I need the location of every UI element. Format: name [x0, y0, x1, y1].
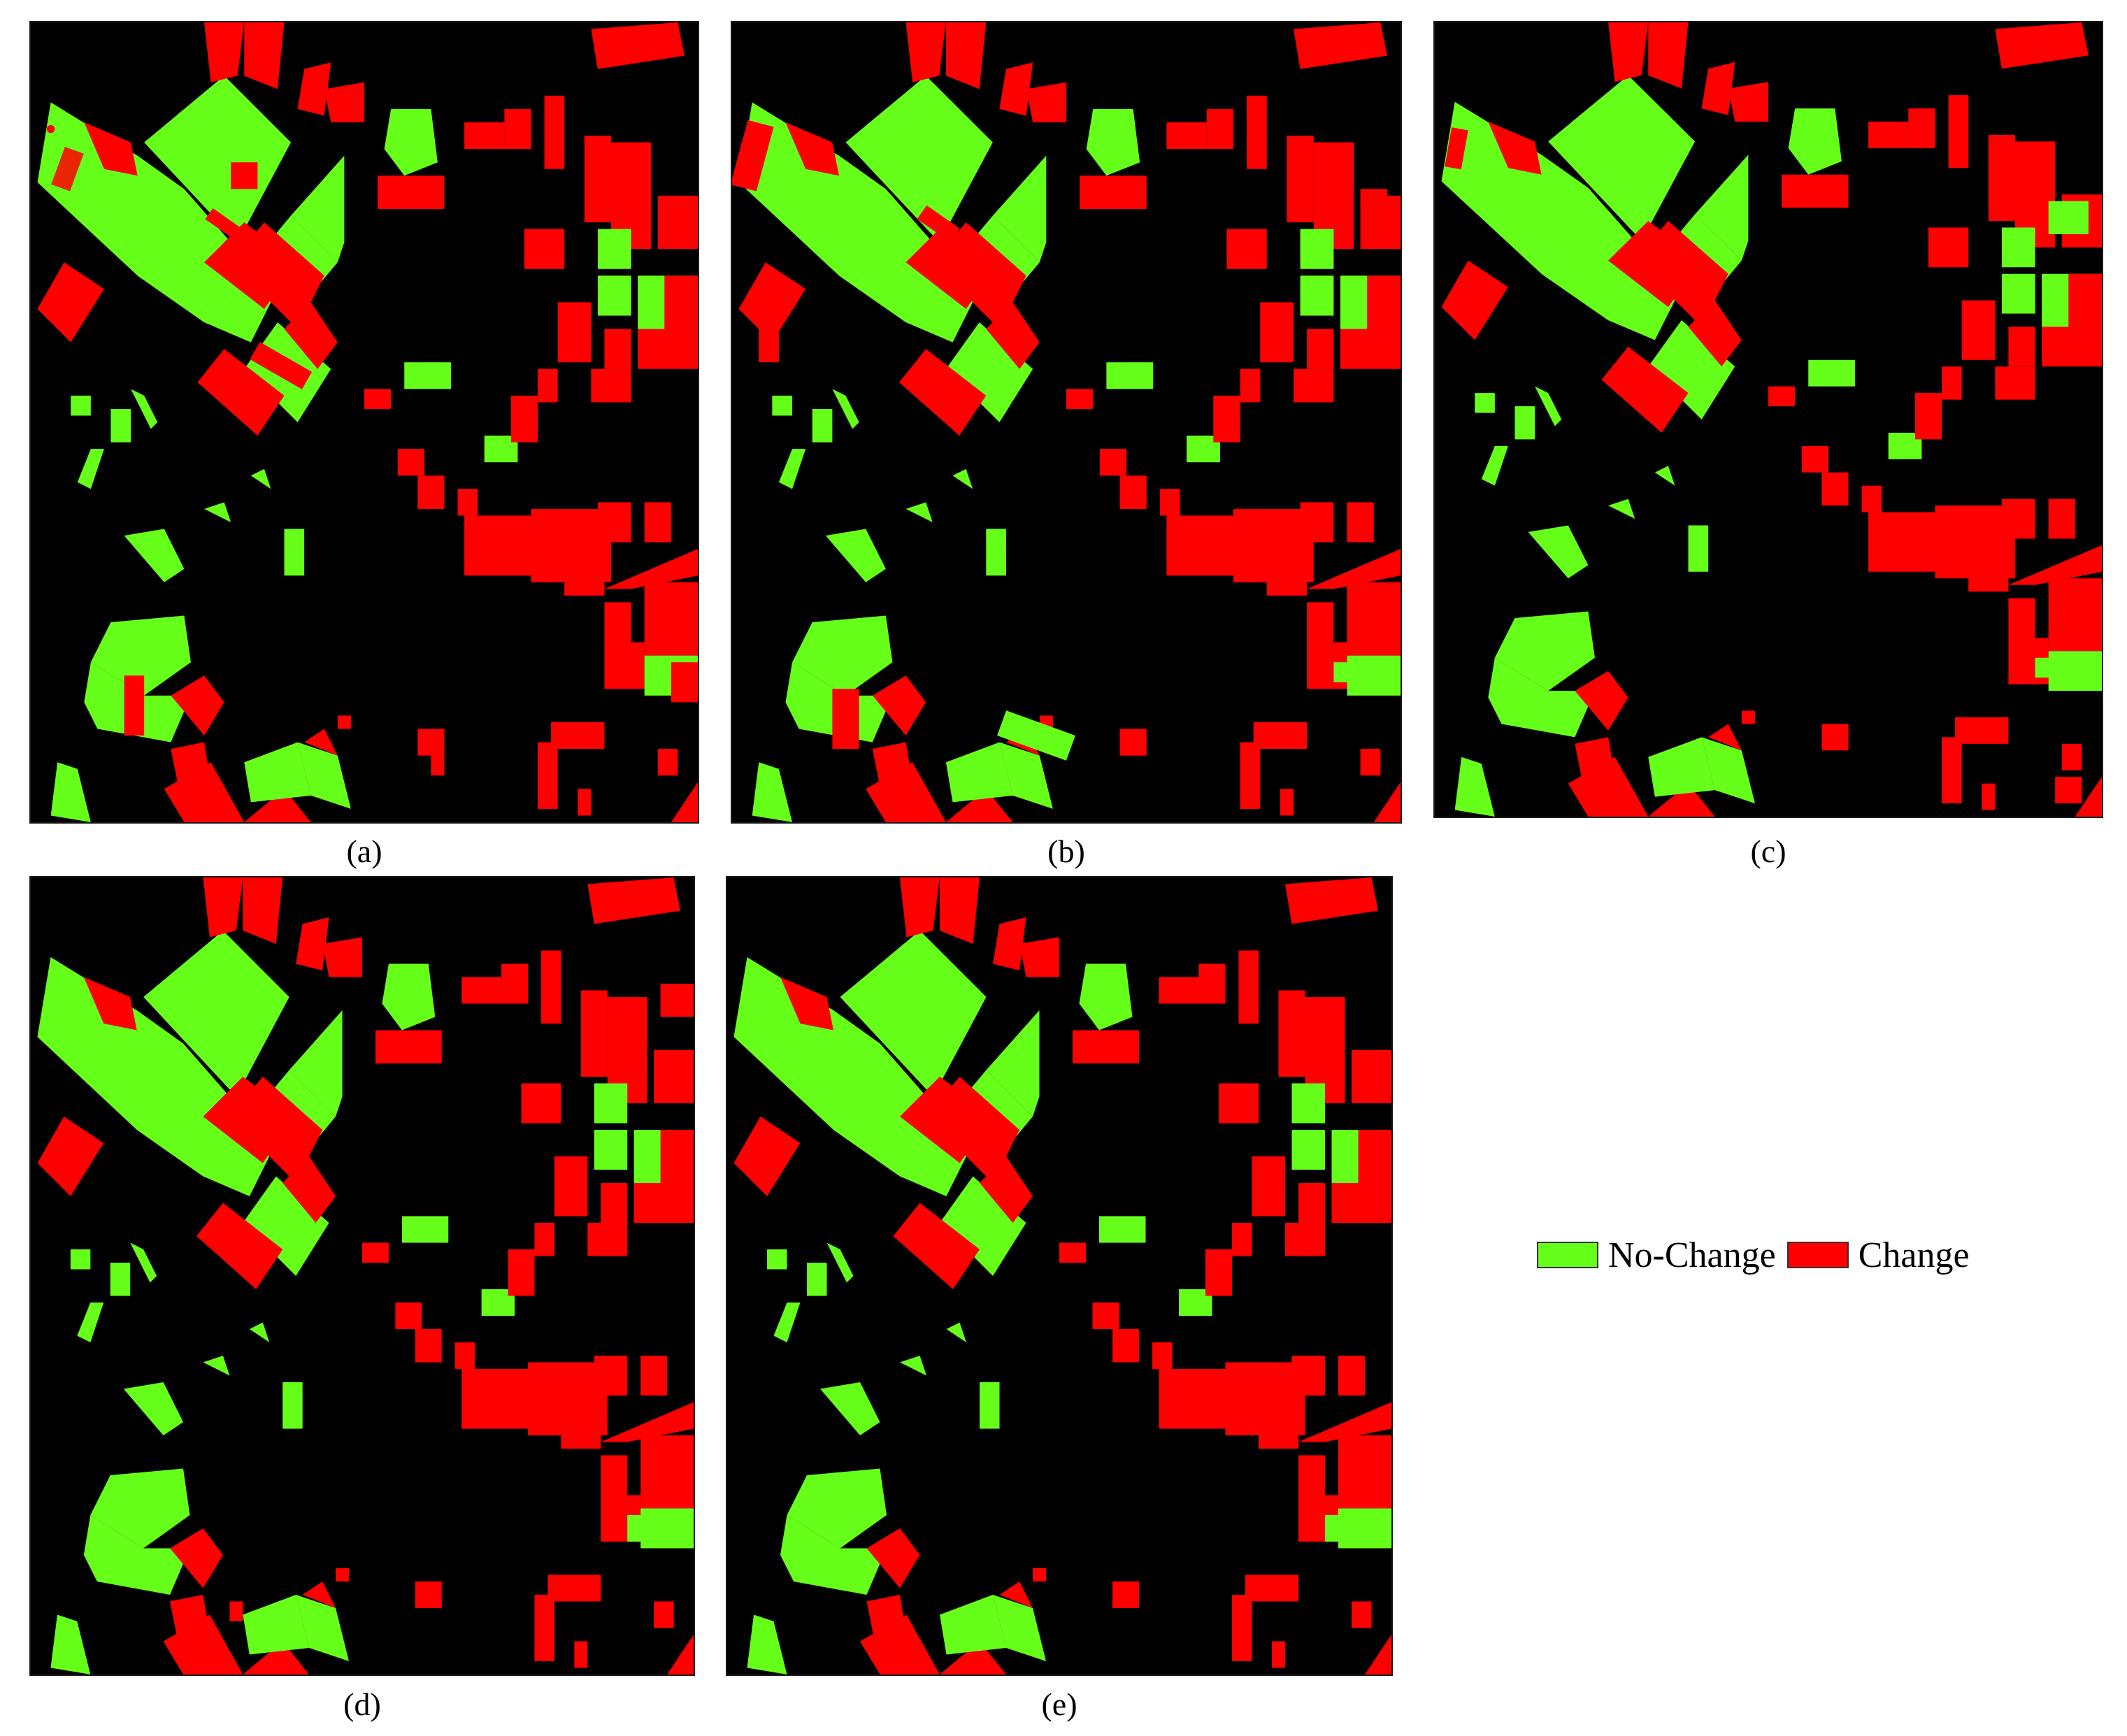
change-map-e — [733, 877, 1391, 1674]
change-map-a — [37, 22, 698, 822]
change-map-panel-e — [726, 876, 1393, 1676]
caption-b: (b) — [1047, 833, 1085, 869]
caption-e: (e) — [1041, 1686, 1077, 1722]
noise-e — [1325, 1515, 1378, 1542]
caption-d: (d) — [343, 1686, 381, 1722]
noise-b — [732, 120, 1387, 761]
legend-label-no-change: No-Change — [1608, 1235, 1776, 1275]
caption-a: (a) — [346, 833, 382, 869]
change-map-panel-c — [1433, 21, 2103, 818]
noise-d — [229, 984, 694, 1621]
change-map-panel-b — [731, 21, 1402, 824]
change-map-d — [37, 877, 694, 1674]
change-map-panel-a — [29, 21, 699, 824]
change-map-b — [732, 22, 1401, 822]
change-map-panel-d — [29, 876, 695, 1676]
legend: No-Change Change — [1537, 1231, 1981, 1279]
noise-c — [1445, 127, 2089, 804]
legend-swatch-change — [1786, 1242, 1849, 1268]
change-map-c — [1441, 22, 2102, 817]
caption-c: (c) — [1750, 833, 1786, 869]
legend-label-change: Change — [1858, 1235, 1970, 1275]
legend-swatch-no-change — [1537, 1242, 1598, 1268]
noise-a — [46, 124, 698, 776]
